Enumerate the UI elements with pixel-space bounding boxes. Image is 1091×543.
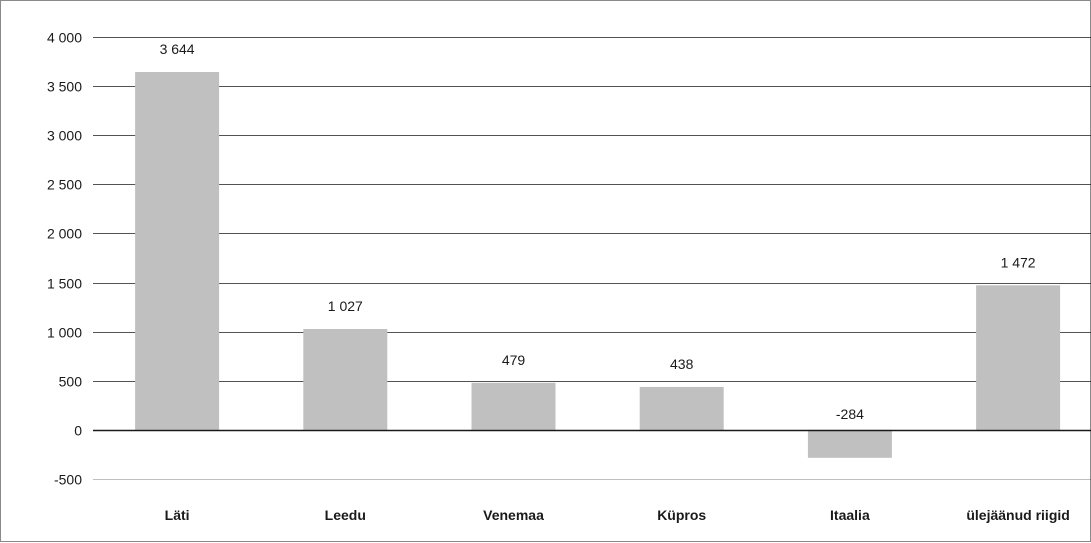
- y-tick-label: 1 000: [47, 325, 82, 341]
- data-labels: 3 644 1 027 479 438 -284 1 472: [160, 41, 1036, 422]
- data-label: 3 644: [160, 41, 195, 57]
- bar: [135, 72, 220, 430]
- y-tick-label: 3 000: [47, 128, 82, 144]
- y-axis-tick-labels: -500 0 500 1 000 1 500 2 000 2 500 3 000 3 500 4 …: [47, 30, 82, 488]
- category-labels: Läti Leedu Venemaa Küpros Itaalia ülejäänud r…: [165, 507, 1070, 523]
- category-label: Leedu: [325, 507, 366, 523]
- category-label: Venemaa: [483, 507, 544, 523]
- y-tick-label: 500: [59, 374, 83, 390]
- y-tick-label: 4 000: [47, 30, 82, 46]
- y-tick-label: -500: [54, 472, 82, 488]
- bar: [303, 329, 388, 430]
- data-label: 479: [502, 352, 526, 368]
- data-label: 438: [670, 356, 694, 372]
- bar: [807, 429, 892, 458]
- data-label: -284: [836, 406, 864, 422]
- data-label: 1 027: [328, 298, 363, 314]
- bars: [135, 72, 1061, 458]
- category-label: Itaalia: [830, 507, 870, 523]
- gridlines: [93, 37, 1091, 480]
- y-tick-label: 2 500: [47, 177, 82, 193]
- bar: [471, 382, 556, 430]
- y-tick-label: 1 500: [47, 276, 82, 292]
- category-label: ülejäänud riigid: [966, 507, 1069, 523]
- y-tick-label: 3 500: [47, 79, 82, 95]
- data-label: 1 472: [1001, 254, 1036, 270]
- y-tick-label: 0: [74, 423, 82, 439]
- bar: [639, 386, 724, 430]
- bar: [976, 285, 1061, 430]
- y-tick-label: 2 000: [47, 226, 82, 242]
- category-label: Küpros: [657, 507, 706, 523]
- category-label: Läti: [165, 507, 190, 523]
